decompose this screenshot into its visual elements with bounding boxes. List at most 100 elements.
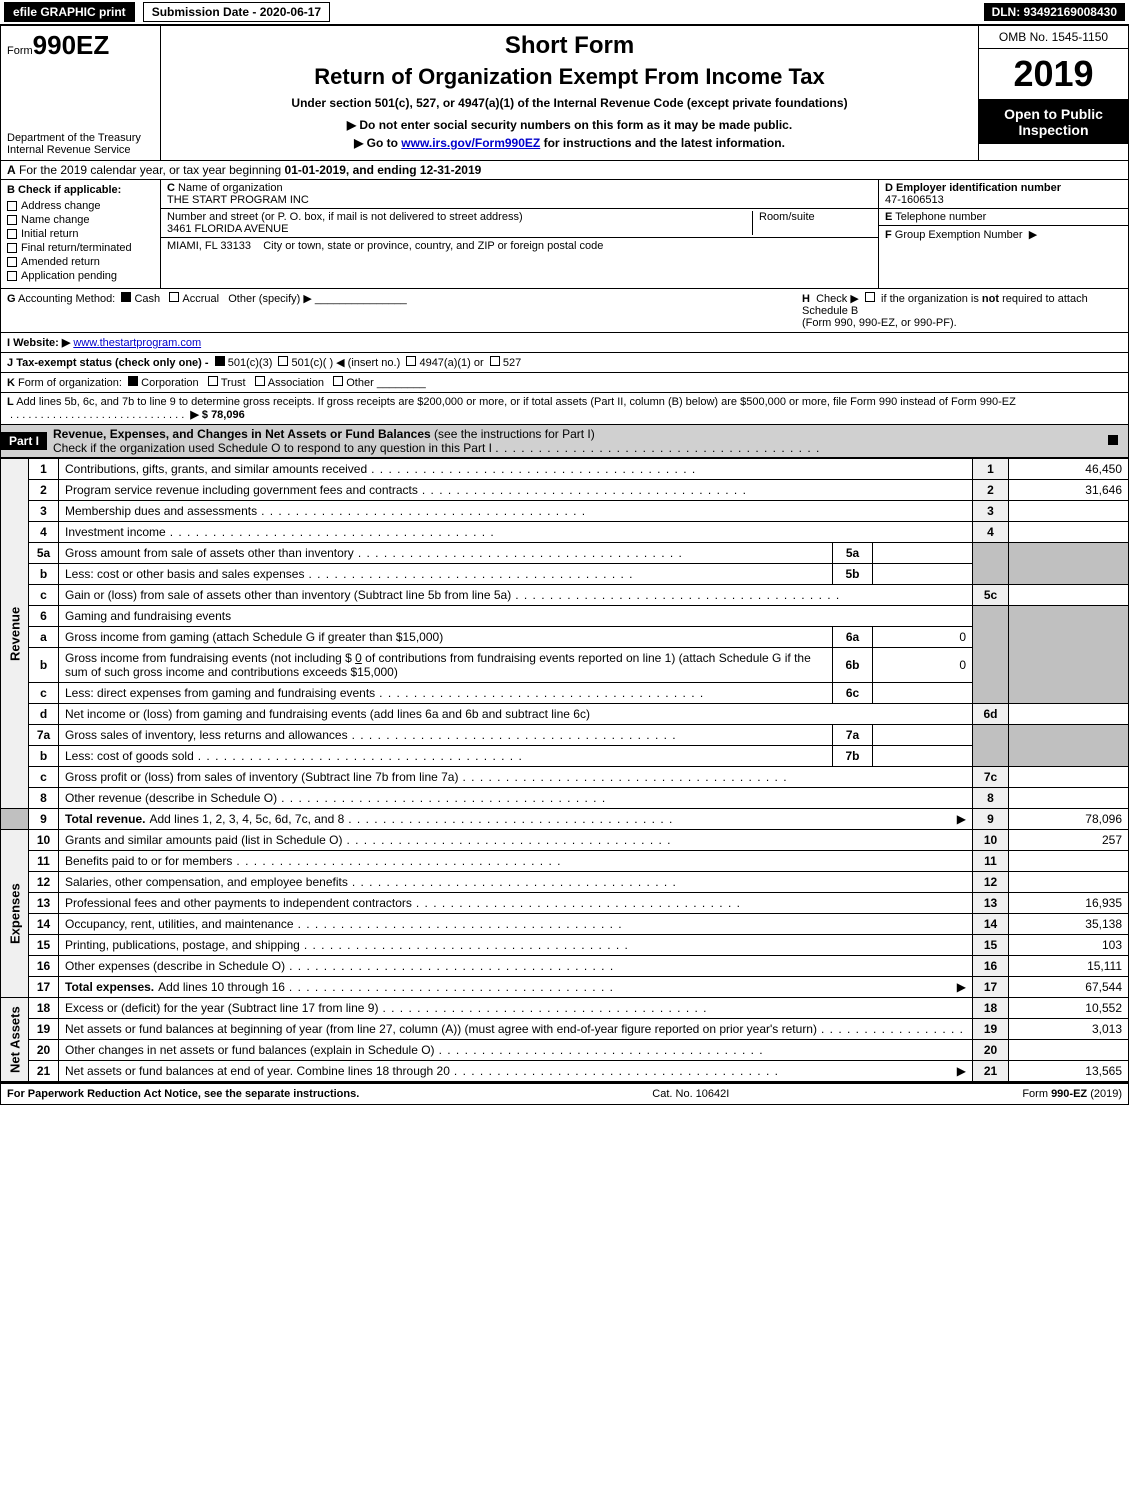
ln-12: 12 xyxy=(29,872,59,893)
ln-11: 11 xyxy=(29,851,59,872)
desc-13: Professional fees and other payments to … xyxy=(65,896,412,910)
part-1-title: Revenue, Expenses, and Changes in Net As… xyxy=(53,427,431,441)
box-4: 4 xyxy=(973,522,1009,543)
chk-final-return[interactable]: Final return/terminated xyxy=(7,242,154,254)
desc-10: Grants and similar amounts paid (list in… xyxy=(65,833,342,847)
sub-6b: 6b xyxy=(833,648,873,683)
desc-19: Net assets or fund balances at beginning… xyxy=(65,1022,817,1036)
subval-7a xyxy=(873,725,973,746)
desc-2: Program service revenue including govern… xyxy=(65,483,418,497)
room-label: Room/suite xyxy=(759,211,815,223)
greyamt-6 xyxy=(1009,606,1129,704)
desc-21: Net assets or fund balances at end of ye… xyxy=(65,1064,450,1078)
sub-7a: 7a xyxy=(833,725,873,746)
chk-501c[interactable] xyxy=(278,356,288,366)
instr2-pre: ▶ Go to xyxy=(354,136,401,150)
chk-address-change[interactable]: Address change xyxy=(7,200,154,212)
chk-501c3[interactable] xyxy=(215,356,225,366)
chk-accrual[interactable] xyxy=(169,292,179,302)
addr-value: 3461 FLORIDA AVENUE xyxy=(167,223,288,235)
row-6c: c Less: direct expenses from gaming and … xyxy=(1,683,1129,704)
box-2: 2 xyxy=(973,480,1009,501)
ln-5c: c xyxy=(29,585,59,606)
ln-4: 4 xyxy=(29,522,59,543)
desc-9: Add lines 1, 2, 3, 4, 5c, 6d, 7c, and 8 xyxy=(149,812,344,826)
chk-cash[interactable] xyxy=(121,292,131,302)
chk-initial-return[interactable]: Initial return xyxy=(7,228,154,240)
dln: DLN: 93492169008430 xyxy=(984,3,1125,21)
expenses-label: Expenses xyxy=(1,830,29,998)
chk-other-org[interactable] xyxy=(333,376,343,386)
sub-5b: 5b xyxy=(833,564,873,585)
chk-trust[interactable] xyxy=(208,376,218,386)
row-1: Revenue 1 Contributions, gifts, grants, … xyxy=(1,459,1129,480)
city-label: City or town, state or province, country… xyxy=(263,240,603,286)
line-j: J Tax-exempt status (check only one) - 5… xyxy=(1,353,1128,373)
row-6b: b Gross income from fundraising events (… xyxy=(1,648,1129,683)
chk-4947[interactable] xyxy=(406,356,416,366)
footer-center: Cat. No. 10642I xyxy=(652,1088,729,1100)
header-right: OMB No. 1545-1150 2019 Open to Public In… xyxy=(978,26,1128,160)
sub-6c: 6c xyxy=(833,683,873,704)
chk-association[interactable] xyxy=(255,376,265,386)
sub-7b: 7b xyxy=(833,746,873,767)
desc-6d: Net income or (loss) from gaming and fun… xyxy=(65,707,590,721)
info-grid: B Check if applicable: Address change Na… xyxy=(0,180,1129,289)
form-number: 990EZ xyxy=(33,30,110,60)
chk-amended-return[interactable]: Amended return xyxy=(7,256,154,268)
row-7c: c Gross profit or (loss) from sales of i… xyxy=(1,767,1129,788)
ln-16: 16 xyxy=(29,956,59,977)
subval-6b: 0 xyxy=(873,648,973,683)
chk-corporation[interactable] xyxy=(128,376,138,386)
other-label: Other (specify) ▶ xyxy=(228,293,312,305)
box-d: D Employer identification number 47-1606… xyxy=(879,180,1128,209)
row-5b: b Less: cost or other basis and sales ex… xyxy=(1,564,1129,585)
dept: Department of the Treasury Internal Reve… xyxy=(7,132,154,156)
irs-link[interactable]: www.irs.gov/Form990EZ xyxy=(401,136,540,150)
opt-501c3: 501(c)(3) xyxy=(228,357,273,369)
box-b: B Check if applicable: Address change Na… xyxy=(1,180,161,288)
row-19: 19 Net assets or fund balances at beginn… xyxy=(1,1019,1129,1040)
amt-4 xyxy=(1009,522,1129,543)
website-link[interactable]: www.thestartprogram.com xyxy=(73,337,201,349)
addr-row: Number and street (or P. O. box, if mail… xyxy=(161,209,878,238)
box-14: 14 xyxy=(973,914,1009,935)
amt-13: 16,935 xyxy=(1009,893,1129,914)
opt-trust: Trust xyxy=(221,377,246,389)
chk-schedule-o[interactable] xyxy=(1108,435,1118,445)
ln-3: 3 xyxy=(29,501,59,522)
amt-9: 78,096 xyxy=(1009,809,1129,830)
row-9: 9 Total revenue. Add lines 1, 2, 3, 4, 5… xyxy=(1,809,1129,830)
opt-4947: 4947(a)(1) or xyxy=(419,357,483,369)
desc-6: Gaming and fundraising events xyxy=(65,609,231,623)
desc-5c: Gain or (loss) from sale of assets other… xyxy=(65,588,511,602)
efile-button[interactable]: efile GRAPHIC print xyxy=(4,2,135,22)
subval-6c xyxy=(873,683,973,704)
omb-number: OMB No. 1545-1150 xyxy=(979,26,1128,49)
chk-application-pending[interactable]: Application pending xyxy=(7,270,154,282)
ln-15: 15 xyxy=(29,935,59,956)
chk-527[interactable] xyxy=(490,356,500,366)
ln-2: 2 xyxy=(29,480,59,501)
ln-21: 21 xyxy=(29,1061,59,1082)
part-1-desc: Revenue, Expenses, and Changes in Net As… xyxy=(47,425,1098,457)
box-8: 8 xyxy=(973,788,1009,809)
ln-5a: 5a xyxy=(29,543,59,564)
chk-name-change[interactable]: Name change xyxy=(7,214,154,226)
box-18: 18 xyxy=(973,998,1009,1019)
amt-3 xyxy=(1009,501,1129,522)
form-prefix: Form xyxy=(7,45,33,57)
chk-name-change-label: Name change xyxy=(21,214,90,226)
line-l: L Add lines 5b, 6c, and 7b to line 9 to … xyxy=(1,393,1128,424)
amt-19: 3,013 xyxy=(1009,1019,1129,1040)
dept-line2: Internal Revenue Service xyxy=(7,144,154,156)
chk-application-pending-label: Application pending xyxy=(21,270,117,282)
ln-14: 14 xyxy=(29,914,59,935)
chk-h[interactable] xyxy=(865,292,875,302)
box-16: 16 xyxy=(973,956,1009,977)
line-i-label: I xyxy=(7,337,10,349)
line-a-begin: 01-01-2019 xyxy=(285,163,346,177)
amt-10: 257 xyxy=(1009,830,1129,851)
subtitle: Under section 501(c), 527, or 4947(a)(1)… xyxy=(167,96,972,110)
row-21: 21 Net assets or fund balances at end of… xyxy=(1,1061,1129,1082)
